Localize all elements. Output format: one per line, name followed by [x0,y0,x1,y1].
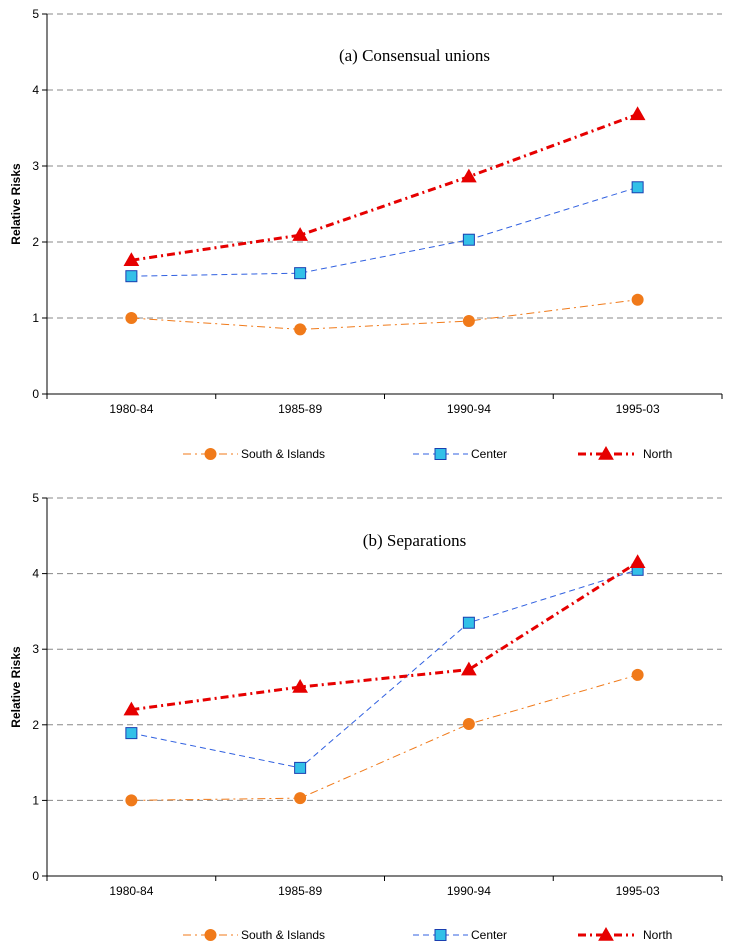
data-point [123,252,140,266]
data-point [125,270,138,283]
y-axis-label: Relative Risks [9,163,23,245]
data-point [123,701,140,716]
legend-label: North [643,447,672,461]
data-point [125,312,138,324]
x-tick-label: 1980-84 [109,884,153,898]
legend-entry: North [578,926,672,942]
data-point [631,293,644,306]
series-line [131,569,638,769]
series-line [131,560,639,712]
data-point [294,267,307,280]
chart-panel-1: 0 1 2 3 4 5 1980-84 1985-89 1990-94 1995-03 Relati… [9,7,723,461]
y-tick-label: 5 [32,7,39,21]
legend-entry: Center [413,928,507,942]
legend-label: South & Islands [241,928,325,942]
data-point [461,168,477,183]
y-tick-label: 5 [32,491,39,505]
data-point [294,761,307,774]
y-tick-label: 4 [32,83,39,97]
series-south-islands [125,668,644,807]
legend-marker [598,926,614,941]
data-point [292,678,308,693]
data-point [462,616,475,629]
legend-marker [204,448,217,460]
data-point [294,792,307,805]
series-north [123,554,646,716]
y-axis-label: Relative Risks [9,646,23,728]
legend-marker [204,929,217,941]
y-tick-label: 3 [32,642,39,656]
y-tick-label: 0 [32,869,39,883]
chart-title: (b) Separations [363,531,466,550]
data-point [292,227,308,241]
data-point [125,794,138,807]
legend-marker [434,448,447,460]
series-line [131,299,638,330]
data-point [294,323,307,336]
data-point [461,661,477,676]
data-point [629,106,646,121]
data-point [629,554,646,569]
legend-marker [598,445,614,460]
data-point [462,718,475,731]
x-tick-label: 1990-94 [447,402,491,416]
legend-label: North [643,928,672,942]
x-tick-label: 1985-89 [278,884,322,898]
legend-entry: Center [413,447,507,461]
y-tick-label: 1 [32,793,39,807]
legend-label: South & Islands [241,447,325,461]
series-center [125,181,644,283]
legend-entry: South & Islands [183,447,325,461]
legend-label: Center [471,928,507,942]
y-tick-label: 0 [32,387,39,401]
x-tick-label: 1995-03 [616,884,660,898]
x-tick-label: 1990-94 [447,884,491,898]
series-center [125,563,644,774]
series-line [131,112,639,262]
series-south-islands [125,293,644,336]
legend-entry: South & Islands [183,928,325,942]
data-point [631,181,644,194]
series-line [131,674,638,801]
legend-entry: North [578,445,672,461]
x-tick-label: 1980-84 [109,402,153,416]
data-point [631,668,644,681]
x-tick-label: 1985-89 [278,402,322,416]
data-point [462,233,475,246]
legend-marker [434,929,447,941]
y-tick-label: 3 [32,159,39,173]
chart-title: (a) Consensual unions [339,46,490,65]
data-point [125,727,138,740]
y-tick-label: 1 [32,311,39,325]
series-line [131,186,638,277]
x-tick-label: 1995-03 [616,402,660,416]
y-tick-label: 2 [32,718,39,732]
chart-panel-2: 0 1 2 3 4 5 1980-84 1985-89 1990-94 1995-03 Relati… [9,491,723,942]
legend-label: Center [471,447,507,461]
series-north [123,106,646,266]
data-point [462,315,475,328]
y-tick-label: 4 [32,567,39,581]
y-tick-label: 2 [32,235,39,249]
